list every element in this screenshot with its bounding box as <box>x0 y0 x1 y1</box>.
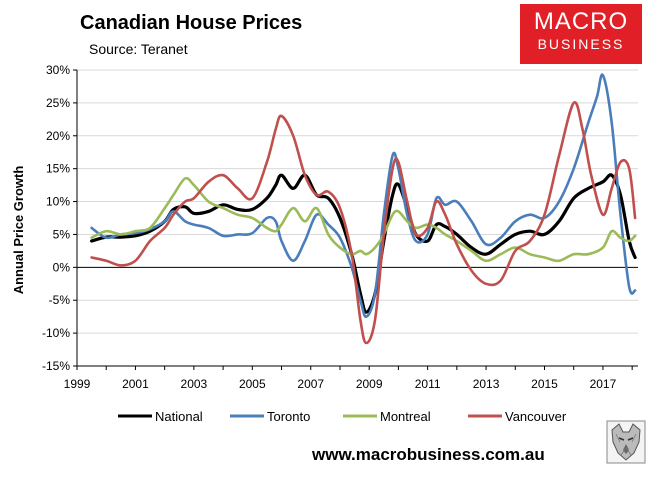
y-tick-label: 20% <box>46 129 70 143</box>
logo-line1: MACRO <box>533 8 629 35</box>
logo-line2: BUSINESS <box>537 36 625 52</box>
footer-url: www.macrobusiness.com.au <box>312 445 545 464</box>
series-line-toronto <box>90 73 637 319</box>
macrobusiness-logo: MACRO BUSINESS <box>520 4 642 64</box>
y-tick-label: -5% <box>49 293 71 307</box>
wolf-logo-icon <box>606 420 646 464</box>
legend-label-national: National <box>155 409 203 424</box>
y-tick-label: 0% <box>53 260 71 274</box>
x-tick-label: 2005 <box>239 377 266 391</box>
x-tick-label: 1999 <box>64 377 91 391</box>
x-tick-label: 2003 <box>181 377 208 391</box>
axes <box>73 69 638 370</box>
legend-label-vancouver: Vancouver <box>505 409 567 424</box>
series-line-national <box>90 173 637 314</box>
y-tick-label: 25% <box>46 96 70 110</box>
y-tick-label: 15% <box>46 162 70 176</box>
chart-title: Canadian House Prices <box>80 12 303 34</box>
x-tick-labels: 1999 2001 2003 2005 2007 2009 2011 2013 2015 2017 <box>64 377 617 391</box>
x-tick-label: 2017 <box>590 377 617 391</box>
y-tick-label: 30% <box>46 63 70 77</box>
series-lines <box>90 73 637 345</box>
legend-label-toronto: Toronto <box>267 409 310 424</box>
y-tick-label: 5% <box>53 227 71 241</box>
y-tick-label: -15% <box>42 359 70 373</box>
x-tick-label: 2001 <box>122 377 149 391</box>
y-tick-label: -10% <box>42 326 70 340</box>
gridlines <box>77 69 638 367</box>
series-line-vancouver <box>90 100 637 345</box>
x-tick-label: 2007 <box>297 377 324 391</box>
series-line-montreal <box>90 176 637 263</box>
y-tick-label: 10% <box>46 195 70 209</box>
x-tick-label: 2009 <box>356 377 383 391</box>
y-axis-label: Annual Price Growth <box>11 166 26 295</box>
x-tick-label: 2011 <box>415 377 441 391</box>
y-tick-labels: 30% 25% 20% 15% 10% 5% 0% -5% -10% -15% <box>42 63 70 373</box>
legend-label-montreal: Montreal <box>380 409 431 424</box>
x-tick-label: 2013 <box>473 377 500 391</box>
chart-subtitle: Source: Teranet <box>89 41 188 57</box>
legend: National Toronto Montreal Vancouver <box>118 409 567 424</box>
x-tick-label: 2015 <box>531 377 558 391</box>
